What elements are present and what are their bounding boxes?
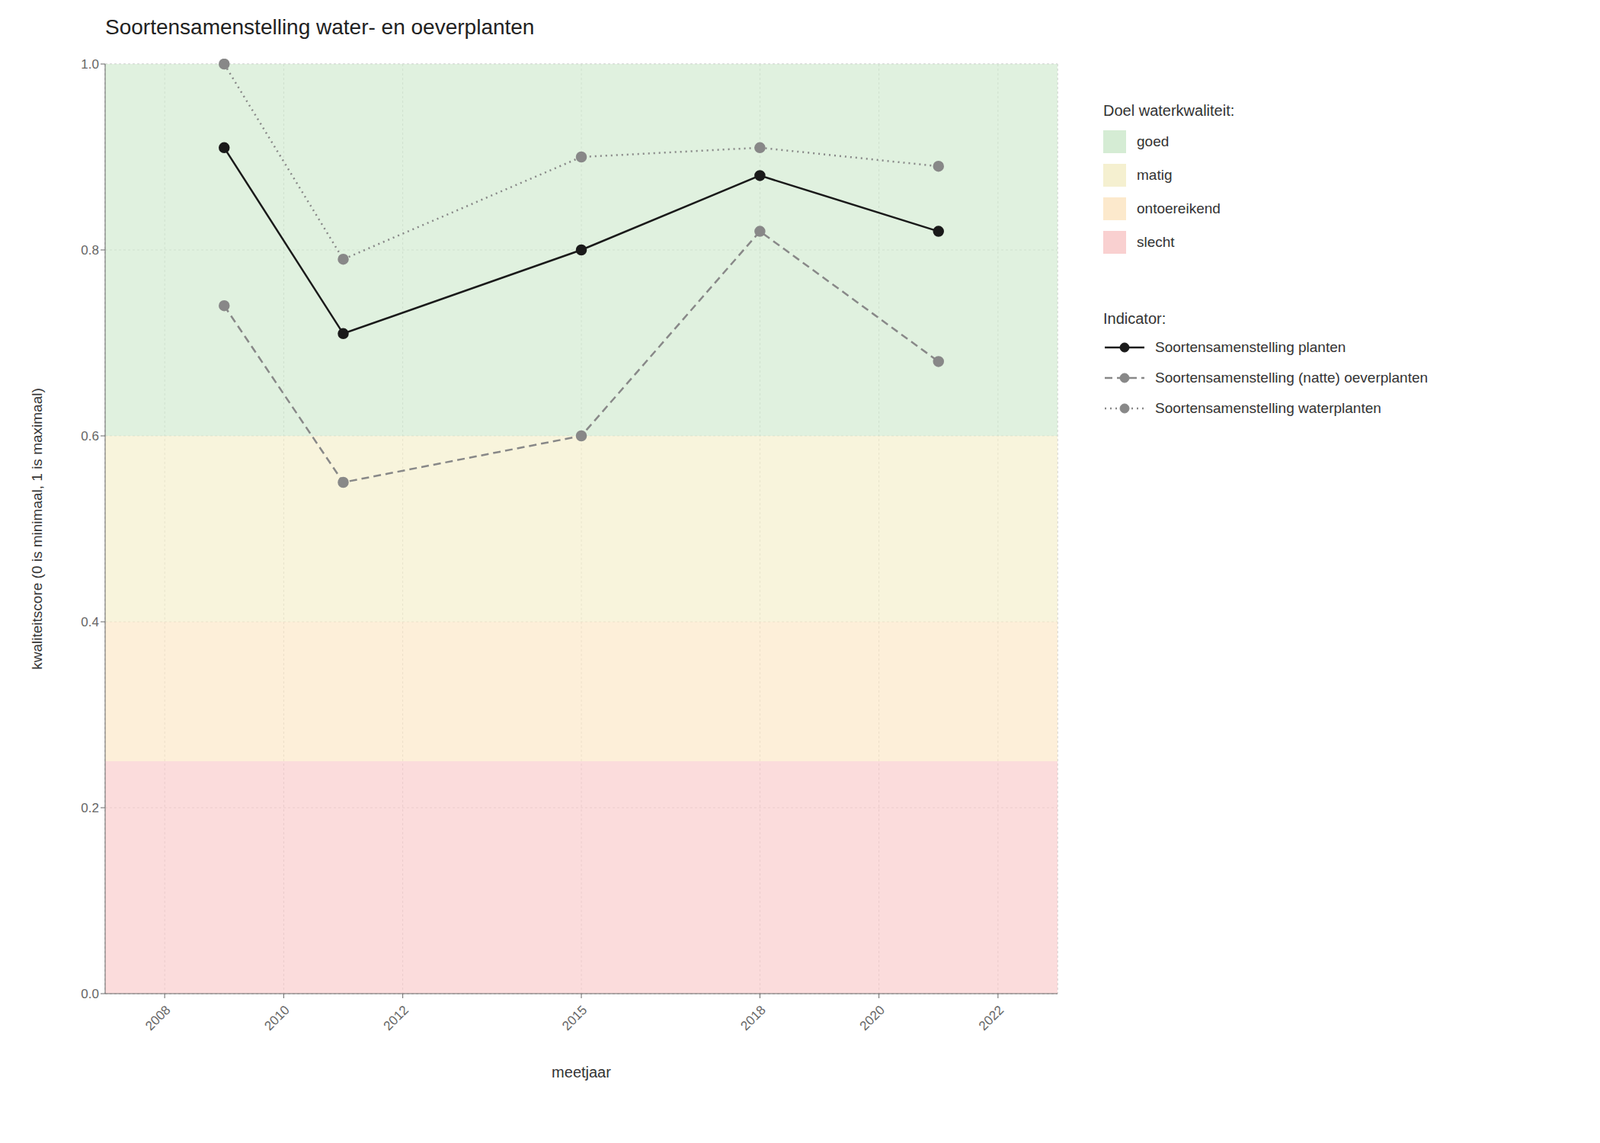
html-text:Doel waterkwaliteit:: Doel waterkwaliteit: xyxy=(1103,102,1235,119)
html-text:Indicator:: Indicator: xyxy=(1103,310,1166,327)
html-text:slecht: slecht xyxy=(1136,233,1175,250)
html-text:Soortensamenstelling water- en: Soortensamenstelling water- en oeverplan… xyxy=(105,15,535,39)
svg-text:2015: 2015 xyxy=(559,1002,590,1034)
html-text:Soortensamenstelling (natte) o: Soortensamenstelling (natte) oeverplante… xyxy=(1155,369,1428,386)
svg-text:2020: 2020 xyxy=(857,1002,888,1034)
svg-text:0.0: 0.0 xyxy=(80,986,100,1002)
html-text:Soortensamenstelling planten: Soortensamenstelling planten xyxy=(1155,339,1346,356)
html-text:matig: matig xyxy=(1136,166,1173,183)
svg-text:2008: 2008 xyxy=(142,1002,173,1034)
svg-text:kwaliteitscore (0 is minimaal,: kwaliteitscore (0 is minimaal, 1 is maxi… xyxy=(28,387,45,670)
svg-text:meetjaar: meetjaar xyxy=(551,1063,612,1081)
svg-text:0.8: 0.8 xyxy=(80,243,100,258)
svg-text:0.2: 0.2 xyxy=(80,800,100,816)
svg-text:2012: 2012 xyxy=(380,1002,412,1034)
html-text:goed: goed xyxy=(1136,133,1169,150)
svg-text:2022: 2022 xyxy=(976,1002,1007,1034)
svg-text:1.0: 1.0 xyxy=(80,57,100,72)
svg-text:2018: 2018 xyxy=(738,1002,769,1034)
svg-text:0.6: 0.6 xyxy=(80,428,100,444)
svg-text:0.4: 0.4 xyxy=(80,614,100,630)
html-text:ontoereikend: ontoereikend xyxy=(1136,200,1221,217)
svg-text:2010: 2010 xyxy=(262,1002,293,1034)
html-text:Soortensamenstelling waterplan: Soortensamenstelling waterplanten xyxy=(1155,400,1382,416)
